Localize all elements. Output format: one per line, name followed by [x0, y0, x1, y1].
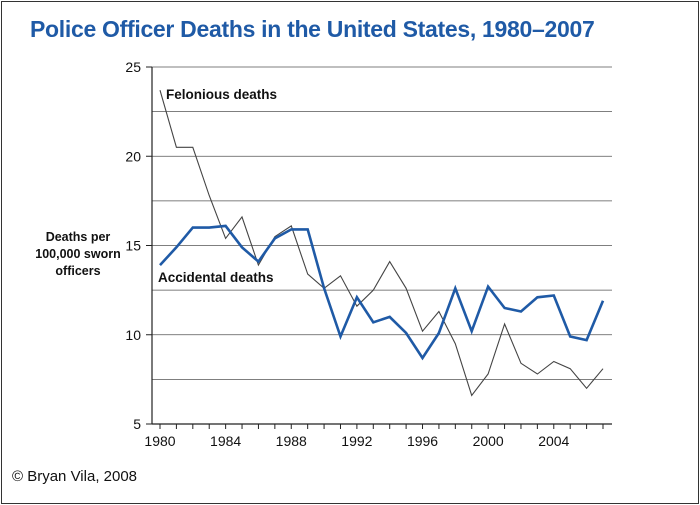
x-tick-label-1988: 1988 [276, 433, 307, 449]
series-label-accidental: Accidental deaths [158, 270, 274, 285]
data-point-felonious-deaths-1983 [207, 194, 211, 198]
series-line-accidental-deaths [159, 224, 605, 361]
y-tick-label-10: 10 [125, 327, 141, 343]
data-point-accidental-deaths-1991 [338, 335, 342, 339]
x-tick-labels: 1980 1984 1988 1992 1996 2000 2004 [144, 433, 569, 449]
data-point-felonious-deaths-1984 [224, 236, 228, 240]
data-point-accidental-deaths-1992 [355, 295, 359, 299]
data-point-accidental-deaths-2007 [601, 299, 605, 303]
data-point-felonious-deaths-2004 [552, 360, 556, 364]
y-tick-label-20: 20 [125, 148, 141, 164]
data-point-felonious-deaths-1999 [470, 393, 474, 397]
data-point-felonious-deaths-1989 [306, 272, 310, 276]
y-axis-label: Deaths per 100,000 sworn officers [35, 230, 121, 278]
series-label-felonious: Felonious deaths [166, 87, 277, 102]
data-point-accidental-deaths-2004 [552, 293, 556, 297]
data-point-accidental-deaths-1990 [322, 286, 326, 290]
data-point-accidental-deaths-1999 [470, 329, 474, 333]
data-point-accidental-deaths-1980 [158, 263, 162, 267]
data-point-felonious-deaths-1992 [355, 304, 359, 308]
x-tick-label-1996: 1996 [407, 433, 438, 449]
data-point-felonious-deaths-2005 [568, 367, 572, 371]
y-tick-labels: 5 10 15 20 25 [125, 59, 141, 432]
y-tick-label-15: 15 [125, 238, 141, 254]
data-point-felonious-deaths-1988 [289, 224, 293, 228]
data-point-felonious-deaths-1996 [421, 329, 425, 333]
x-tick-label-2000: 2000 [473, 433, 504, 449]
data-point-accidental-deaths-1984 [224, 224, 228, 228]
data-point-accidental-deaths-1989 [306, 227, 310, 231]
data-point-felonious-deaths-1991 [338, 274, 342, 278]
data-point-felonious-deaths-2002 [519, 361, 523, 365]
data-point-felonious-deaths-1985 [240, 215, 244, 219]
data-point-accidental-deaths-1986 [256, 260, 260, 264]
data-point-felonious-deaths-2003 [535, 372, 539, 376]
data-point-felonious-deaths-2006 [585, 386, 589, 390]
data-point-accidental-deaths-1997 [437, 331, 441, 335]
data-point-felonious-deaths-1997 [437, 310, 441, 314]
x-tick-label-2004: 2004 [538, 433, 569, 449]
data-point-felonious-deaths-2000 [486, 372, 490, 376]
data-point-accidental-deaths-1981 [174, 245, 178, 249]
data-point-felonious-deaths-1998 [453, 342, 457, 346]
data-point-felonious-deaths-1982 [191, 145, 195, 149]
data-point-accidental-deaths-2006 [585, 338, 589, 342]
data-point-accidental-deaths-1982 [191, 226, 195, 230]
data-point-felonious-deaths-1981 [174, 145, 178, 149]
data-point-felonious-deaths-1986 [256, 263, 260, 267]
data-point-accidental-deaths-1995 [404, 331, 408, 335]
gridlines [152, 66, 612, 380]
copyright-credit: © Bryan Vila, 2008 [12, 468, 138, 485]
data-point-felonious-deaths-2001 [503, 322, 507, 326]
data-point-felonious-deaths-1993 [371, 288, 375, 292]
data-point-accidental-deaths-2002 [519, 310, 523, 314]
data-point-felonious-deaths-1995 [404, 286, 408, 290]
data-point-accidental-deaths-1983 [207, 226, 211, 230]
data-point-accidental-deaths-1998 [453, 286, 457, 290]
y-tick-label-5: 5 [133, 416, 141, 432]
data-series [158, 88, 605, 397]
x-tick-label-1984: 1984 [210, 433, 241, 449]
data-point-accidental-deaths-2000 [486, 285, 490, 289]
data-point-felonious-deaths-2007 [601, 367, 605, 371]
data-point-accidental-deaths-1994 [388, 315, 392, 319]
x-tick-label-1980: 1980 [144, 433, 175, 449]
chart-title: Police Officer Deaths in the United Stat… [30, 16, 595, 42]
data-point-accidental-deaths-1987 [273, 236, 277, 240]
x-tick-label-1992: 1992 [341, 433, 372, 449]
data-point-accidental-deaths-2001 [503, 306, 507, 310]
data-point-accidental-deaths-1993 [371, 320, 375, 324]
data-point-accidental-deaths-1985 [240, 245, 244, 249]
axes [146, 66, 612, 429]
data-point-felonious-deaths-1994 [388, 260, 392, 264]
data-point-accidental-deaths-2005 [568, 335, 572, 339]
y-tick-label-25: 25 [125, 59, 141, 75]
data-point-accidental-deaths-1996 [421, 356, 425, 360]
data-point-accidental-deaths-2003 [535, 295, 539, 299]
data-point-felonious-deaths-1980 [158, 88, 162, 92]
data-point-accidental-deaths-1988 [289, 227, 293, 231]
series-line-felonious-deaths [159, 90, 604, 397]
